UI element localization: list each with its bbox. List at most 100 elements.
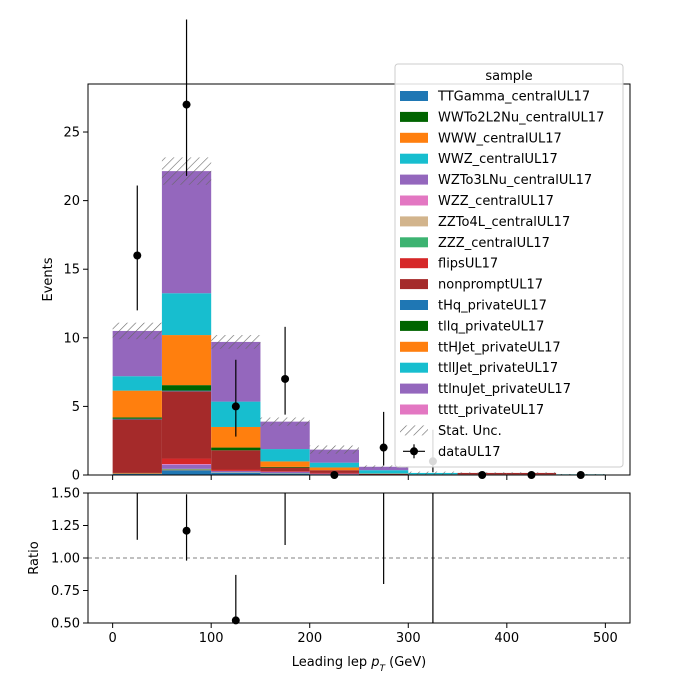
legend-label-3: WWZ_centralUL17 <box>438 152 558 167</box>
x-tick-label-3: 300 <box>396 631 421 646</box>
legend-label-2: WWW_centralUL17 <box>438 131 562 146</box>
legend-swatch-10 <box>400 300 428 310</box>
ratio-axes-frame <box>87 492 631 624</box>
x-axis-label-suffix: (GeV) <box>385 655 426 670</box>
x-tick-label-2: 200 <box>297 631 322 646</box>
legend-label-12: ttHJet_privateUL17 <box>438 340 561 355</box>
data-point-3 <box>281 374 290 383</box>
ratio-y-tick-label-0: 0.50 <box>51 617 80 632</box>
legend-label-17: dataUL17 <box>438 445 501 460</box>
bar-ttllJet_privateUL17-bin-4 <box>309 462 359 468</box>
top-x-ticks <box>112 475 606 480</box>
legend-items: TTGamma_centralUL17 WWTo2L2Nu_centralUL17… <box>400 90 604 460</box>
legend: sample TTGamma_centralUL17 WWTo2L2Nu_cent… <box>394 63 624 468</box>
legend-label-6: ZZTo4L_centralUL17 <box>438 215 570 230</box>
bar-ttHJet_privateUL17-bin-3 <box>260 461 310 467</box>
bar-ttHJet_privateUL17-bin-0 <box>112 390 162 418</box>
legend-label-7: ZZZ_centralUL17 <box>438 236 550 251</box>
legend-swatch-1 <box>400 111 428 122</box>
top-y-tick-label-5: 25 <box>63 126 80 141</box>
bar-nonpromptUL17-bin-1 <box>161 391 212 459</box>
legend-label-14: ttlnuJet_privateUL17 <box>438 382 571 397</box>
bar-ttHJet_privateUL17-bin-2 <box>211 426 261 448</box>
legend-label-4: WZTo3LNu_centralUL17 <box>438 173 592 188</box>
data-point-5 <box>379 443 388 452</box>
bar-tllq_privateUL17-bin-1 <box>161 385 212 391</box>
legend-swatch-13 <box>400 362 428 373</box>
bar-tHq_privateUL17-bin-1 <box>161 390 212 392</box>
ratio-y-tick-label-2: 1.00 <box>51 552 80 567</box>
legend-swatch-2 <box>400 132 428 143</box>
bar-nonpromptUL17-bin-0 <box>112 419 162 473</box>
x-axis-label: Leading lep pT (GeV) <box>292 655 426 674</box>
bar-ttllJet_privateUL17-bin-0 <box>112 376 162 391</box>
ratio-point-1 <box>182 526 191 535</box>
stat-unc-bin-4 <box>309 445 359 454</box>
legend-label-15: tttt_privateUL17 <box>438 403 544 418</box>
bar-WZTo3LNu_centralUL17-bin-3 <box>260 471 310 474</box>
legend-box <box>394 63 624 468</box>
ratio-y-tick-label-1: 0.75 <box>51 584 80 599</box>
legend-swatch-17 <box>410 447 418 456</box>
legend-label-13: ttllJet_privateUL17 <box>438 361 558 376</box>
bar-ttllJet_privateUL17-bin-5 <box>359 470 409 474</box>
legend-swatch-6 <box>400 216 428 227</box>
legend-label-16: Stat. Unc. <box>438 424 502 439</box>
data-point-1 <box>182 100 191 109</box>
top-y-tick-label-3: 15 <box>63 263 80 278</box>
data-point-0 <box>133 251 142 260</box>
legend-swatch-14 <box>400 383 428 394</box>
legend-swatch-15 <box>400 404 428 415</box>
legend-swatch-9 <box>400 279 428 290</box>
ratio-points <box>136 493 434 625</box>
top-y-ticks: 0 5 10 15 20 25 <box>63 126 88 484</box>
legend-title: sample <box>485 69 532 84</box>
bar-WWW_centralUL17-bin-1 <box>161 469 212 471</box>
stat-unc-bin-0 <box>112 322 162 340</box>
bar-tllq_privateUL17-bin-3 <box>260 466 310 468</box>
bar-ttlnuJet_privateUL17-bin-3 <box>260 421 310 450</box>
bar-ttlnuJet_privateUL17-bin-1 <box>161 171 212 294</box>
legend-swatch-12 <box>400 341 428 352</box>
bar-nonpromptUL17-bin-2 <box>211 450 261 470</box>
legend-swatch-3 <box>400 153 428 164</box>
legend-swatch-16 <box>400 425 428 436</box>
bar-ttlnuJet_privateUL17-bin-5 <box>359 466 409 471</box>
bar-tHq_privateUL17-bin-0 <box>112 418 162 420</box>
x-tick-label-0: 0 <box>108 631 116 646</box>
top-y-tick-label-4: 20 <box>63 194 80 209</box>
x-axis-label-symbol: p <box>370 655 379 670</box>
legend-swatch-11 <box>400 320 428 331</box>
legend-swatch-8 <box>400 258 428 269</box>
bar-flipsUL17-bin-3 <box>260 471 310 472</box>
bar-ttllJet_privateUL17-bin-1 <box>161 293 212 336</box>
bar-flipsUL17-bin-1 <box>161 458 212 465</box>
legend-swatch-4 <box>400 174 428 185</box>
bar-nonpromptUL17-bin-5 <box>359 473 409 475</box>
legend-label-9: nonpromptUL17 <box>438 278 543 293</box>
bar-tllq_privateUL17-bin-0 <box>112 417 162 419</box>
bar-tllq_privateUL17-bin-2 <box>211 447 261 451</box>
legend-label-10: tHq_privateUL17 <box>438 299 547 314</box>
legend-swatch-0 <box>400 91 428 101</box>
legend-swatch-7 <box>400 237 428 248</box>
legend-swatch-5 <box>400 195 428 206</box>
bar-TTGamma_centralUL17-bin-0 <box>112 473 162 475</box>
legend-label-1: WWTo2L2Nu_centralUL17 <box>438 110 604 125</box>
ratio-y-tick-label-4: 1.50 <box>51 487 80 502</box>
stat-unc-bin-3 <box>260 417 310 426</box>
legend-label-11: tllq_privateUL17 <box>438 319 544 334</box>
data-point-2 <box>231 402 240 411</box>
legend-label-0: TTGamma_centralUL17 <box>437 90 590 105</box>
bar-WWZ_centralUL17-bin-1 <box>161 468 212 470</box>
stat-unc-bin-5 <box>359 465 409 469</box>
ratio-x-ticks: 0 100 200 300 400 500 <box>108 623 618 646</box>
top-y-tick-label-2: 10 <box>63 331 80 346</box>
bar-WZTo3LNu_centralUL17-bin-1 <box>161 464 212 469</box>
stat-unc-bin-6 <box>408 471 458 475</box>
stat-unc-bin-2 <box>211 335 261 349</box>
bar-TTGamma_centralUL17-bin-2 <box>211 472 261 475</box>
legend-label-5: WZZ_centralUL17 <box>438 194 554 209</box>
top-y-tick-label-1: 5 <box>72 400 80 415</box>
